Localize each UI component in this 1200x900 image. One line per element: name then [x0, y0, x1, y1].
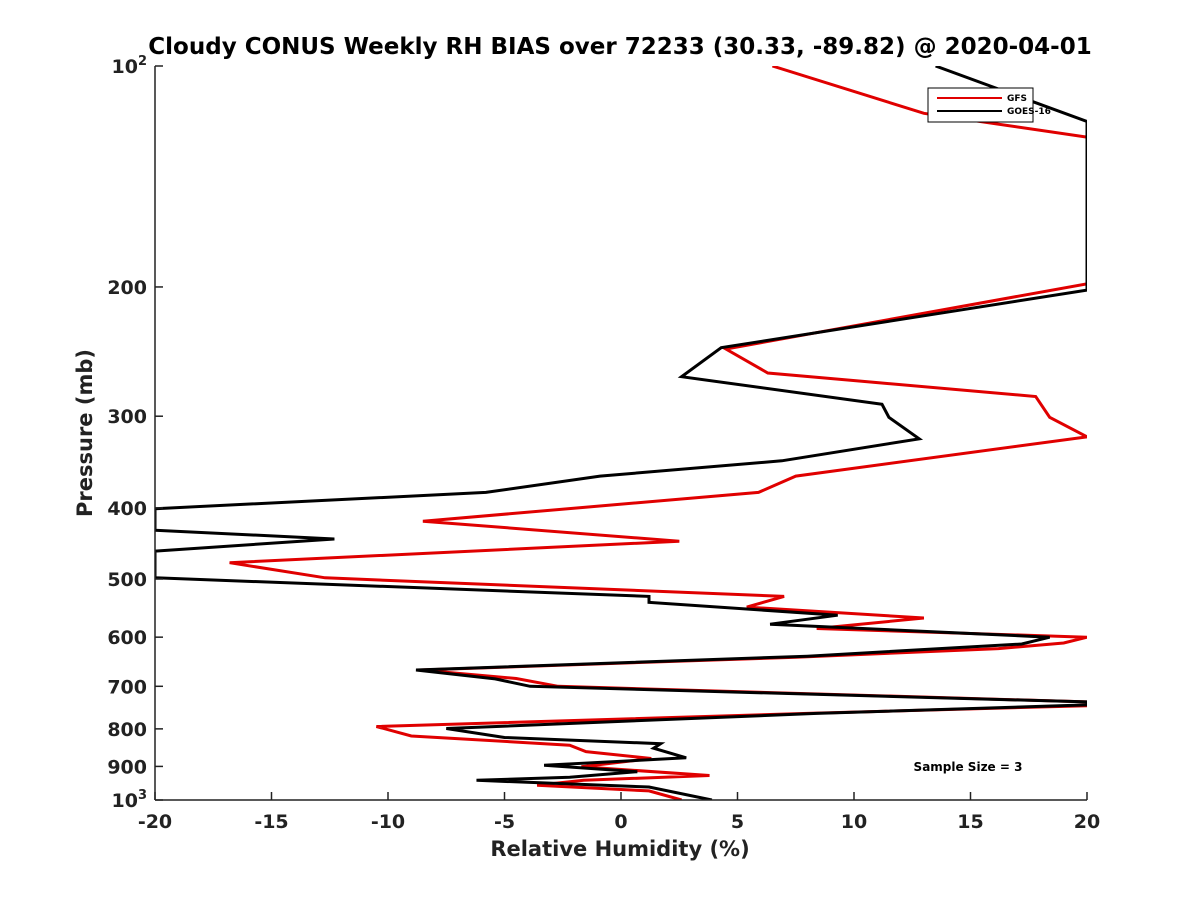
y-tick-label: 900 — [107, 756, 147, 778]
x-tick-label: 10 — [841, 811, 867, 833]
y-tick-label: 800 — [107, 719, 147, 741]
chart-title: Cloudy CONUS Weekly RH BIAS over 72233 (… — [148, 34, 1091, 60]
x-tick-label: -10 — [371, 811, 405, 833]
x-tick-label: 5 — [731, 811, 744, 833]
ticks-layer: -20 -15 -10 -5 0 5 10 15 20 102 200 300 400 500 600 700… — [107, 54, 1100, 833]
y-tick-label: 700 — [107, 676, 147, 698]
y-tick-label: 300 — [107, 406, 147, 428]
sample-size-note: Sample Size = 3 — [914, 760, 1023, 774]
y-tick-label: 103 — [112, 788, 148, 812]
x-tick-label: -5 — [494, 811, 515, 833]
y-tick-label: 400 — [107, 498, 147, 520]
x-tick-label: 15 — [957, 811, 983, 833]
x-tick-label: 20 — [1074, 811, 1100, 833]
legend-label-gfs: GFS — [1007, 94, 1027, 104]
x-tick-label: -20 — [138, 811, 172, 833]
legend: GFS GOES-16 — [927, 87, 1051, 123]
series-layer — [155, 66, 1087, 800]
x-tick-label: 0 — [614, 811, 627, 833]
y-tick-label: 200 — [107, 277, 147, 299]
legend-box — [927, 87, 1034, 123]
series-line-gfs — [229, 66, 1087, 800]
x-axis-label: Relative Humidity (%) — [490, 837, 749, 861]
y-tick-label: 102 — [112, 54, 148, 78]
y-tick-label: 500 — [107, 569, 147, 591]
y-tick-label: 600 — [107, 627, 147, 649]
legend-label-goes-16: GOES-16 — [1007, 107, 1051, 117]
x-tick-label: -15 — [254, 811, 288, 833]
series-line-goes-16 — [155, 66, 1087, 800]
y-axis-label: Pressure (mb) — [73, 349, 97, 517]
